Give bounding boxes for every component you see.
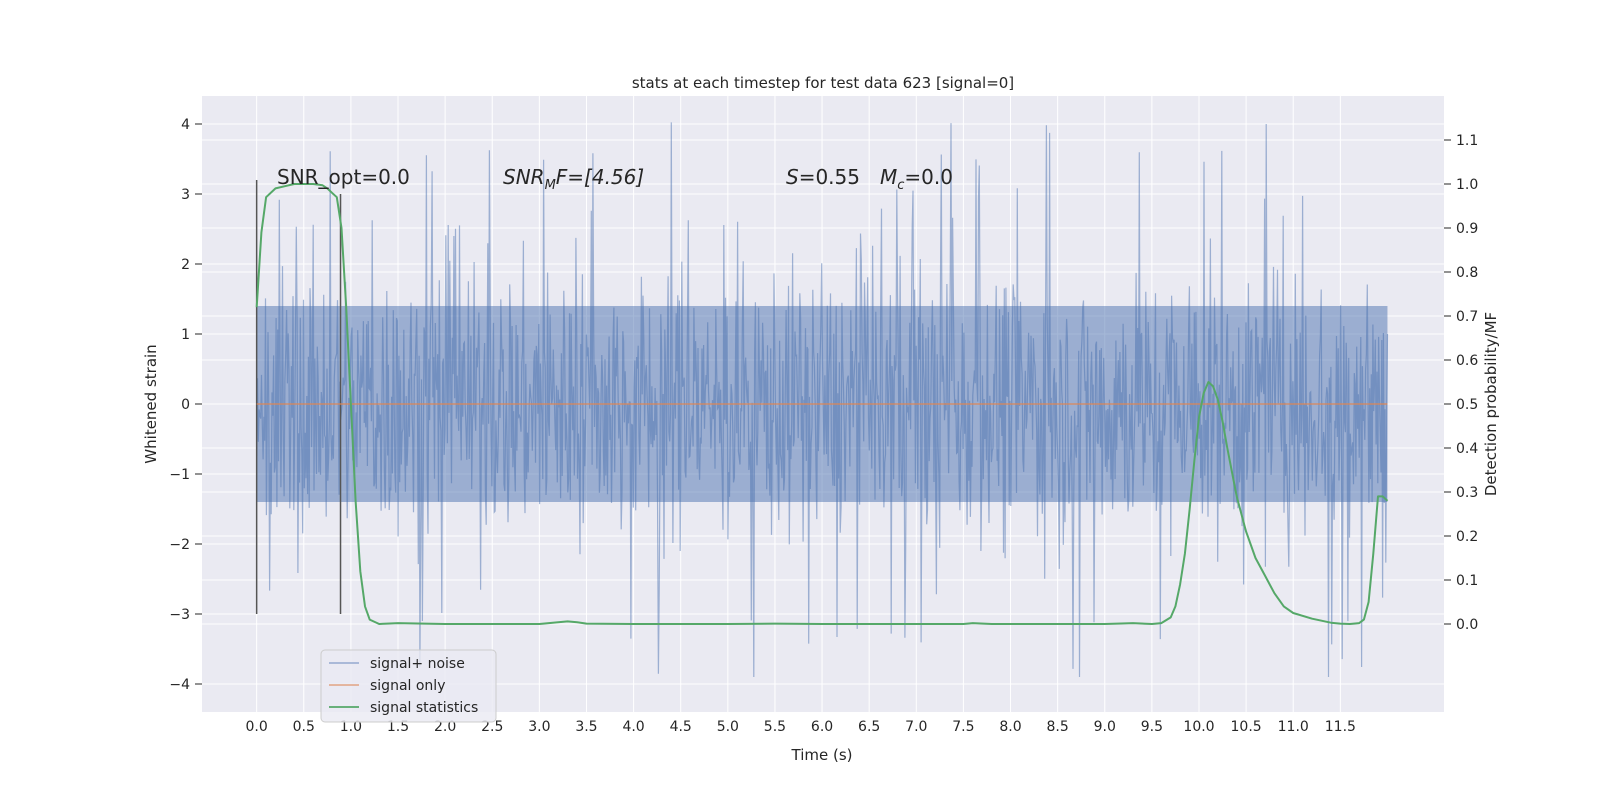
- signal-statistics-series: [255, 183, 1389, 625]
- y-axis-right-ticks: 1.1 1.0 0.9 0.8 0.7 0.6 0.5 0.4 0.3 0.2 0.1 0.0: [1444, 133, 1478, 633]
- x-tick-label: 11.5: [1325, 719, 1356, 735]
- x-tick-label: 1.5: [387, 719, 409, 735]
- y-left-tick-label: 2: [181, 257, 190, 273]
- annotation-s: S=0.55: [786, 165, 860, 189]
- annotation-mc: Mc=0.0: [880, 165, 953, 193]
- annotation-snr-opt: SNR_opt=0.0: [277, 165, 410, 189]
- y-axis-left-title: Whitened strain: [142, 344, 160, 463]
- x-tick-label: 5.0: [717, 719, 739, 735]
- x-tick-label: 8.0: [999, 719, 1021, 735]
- y-left-tick-label: 1: [181, 327, 190, 343]
- x-tick-label: 1.0: [340, 719, 362, 735]
- y-right-tick-label: 0.9: [1456, 221, 1478, 237]
- y-left-tick-label: −1: [169, 467, 190, 483]
- x-axis-ticks: 0.0 0.5 1.0 1.5 2.0 2.5 3.0 3.5 4.0 4.5 5.0 5.5 6.0 6…: [246, 719, 1356, 735]
- y-right-tick-label: 0.4: [1456, 441, 1478, 457]
- x-tick-label: 0.5: [293, 719, 315, 735]
- signal-statistics-line: [255, 183, 1389, 625]
- x-tick-label: 5.5: [764, 719, 786, 735]
- y-left-tick-label: 0: [181, 397, 190, 413]
- y-axis-right-title: Detection probability/MF: [1482, 312, 1500, 496]
- legend: signal+ noise signal only signal statist…: [320, 649, 497, 723]
- y-right-tick-label: 1.1: [1456, 133, 1478, 149]
- y-right-tick-label: 0.6: [1456, 353, 1478, 369]
- x-tick-label: 3.0: [528, 719, 550, 735]
- y-right-tick-label: 0.7: [1456, 309, 1478, 325]
- x-tick-label: 6.0: [811, 719, 833, 735]
- x-tick-label: 11.0: [1278, 719, 1309, 735]
- x-tick-label: 3.5: [575, 719, 597, 735]
- y-left-tick-label: −4: [169, 677, 190, 693]
- x-axis-title: Time (s): [791, 746, 853, 764]
- y-left-tick-label: −2: [169, 537, 190, 553]
- x-tick-label: 7.0: [905, 719, 927, 735]
- y-left-tick-label: 3: [181, 187, 190, 203]
- y-left-tick-label: 4: [181, 117, 190, 133]
- x-tick-label: 2.5: [481, 719, 503, 735]
- y-right-tick-label: 1.0: [1456, 177, 1478, 193]
- x-tick-label: 9.5: [1141, 719, 1163, 735]
- y-left-tick-label: −3: [169, 607, 190, 623]
- y-axis-left-ticks: 4 3 2 1 0 −1 −2 −3 −4: [169, 117, 202, 693]
- y-right-tick-label: 0.3: [1456, 485, 1478, 501]
- legend-label-noise: signal+ noise: [370, 656, 465, 672]
- noise-trace: [256, 122, 1389, 678]
- y-right-tick-label: 0.2: [1456, 529, 1478, 545]
- x-tick-label: 8.5: [1047, 719, 1069, 735]
- x-tick-label: 0.0: [246, 719, 268, 735]
- y-right-tick-label: 0.8: [1456, 265, 1478, 281]
- x-tick-label: 7.5: [952, 719, 974, 735]
- chart-title: stats at each timestep for test data 623…: [632, 74, 1014, 92]
- y-right-tick-label: 0.1: [1456, 573, 1478, 589]
- legend-label-stats: signal statistics: [370, 700, 478, 716]
- x-tick-label: 6.5: [858, 719, 880, 735]
- x-tick-label: 2.0: [434, 719, 456, 735]
- annotation-snr-mf: SNRMF=[4.56]: [503, 165, 644, 193]
- y-right-tick-label: 0.5: [1456, 397, 1478, 413]
- y-right-tick-label: 0.0: [1456, 617, 1478, 633]
- x-tick-label: 10.5: [1231, 719, 1262, 735]
- legend-box: [320, 649, 497, 723]
- x-tick-label: 9.0: [1094, 719, 1116, 735]
- x-tick-label: 10.0: [1183, 719, 1214, 735]
- x-tick-label: 4.5: [670, 719, 692, 735]
- legend-label-signal: signal only: [370, 678, 445, 694]
- x-tick-label: 4.0: [622, 719, 644, 735]
